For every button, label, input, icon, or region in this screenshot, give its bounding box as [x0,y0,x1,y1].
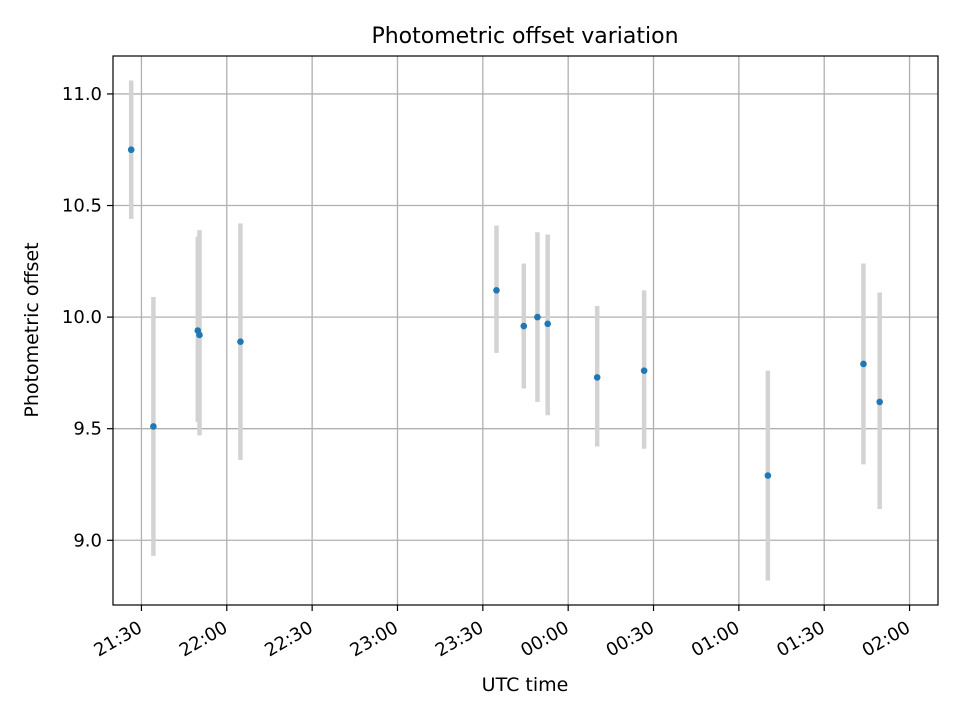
data-point [127,146,135,154]
y-tick-label: 10.0 [62,307,102,328]
x-axis-label: UTC time [482,674,569,696]
y-tick-label: 11.0 [62,84,102,105]
y-tick-label: 9.0 [73,530,102,551]
plot-frame [112,55,939,606]
y-axis-label: Photometric offset [21,242,43,417]
data-point [150,423,157,430]
data-point [544,320,551,328]
y-tick-label: 9.5 [73,419,102,440]
data-point [237,338,244,345]
data-point [876,398,883,406]
y-tick-label: 10.5 [62,196,102,217]
data-point [534,313,541,321]
data-point [493,287,500,294]
data-point [860,360,867,368]
data-point [764,472,772,479]
grid-lines [113,56,938,605]
data-points [127,146,883,479]
data-point [196,331,203,339]
chart-title: Photometric offset variation [371,24,678,49]
data-point [593,374,601,381]
data-point [520,322,528,330]
data-point [640,367,648,374]
